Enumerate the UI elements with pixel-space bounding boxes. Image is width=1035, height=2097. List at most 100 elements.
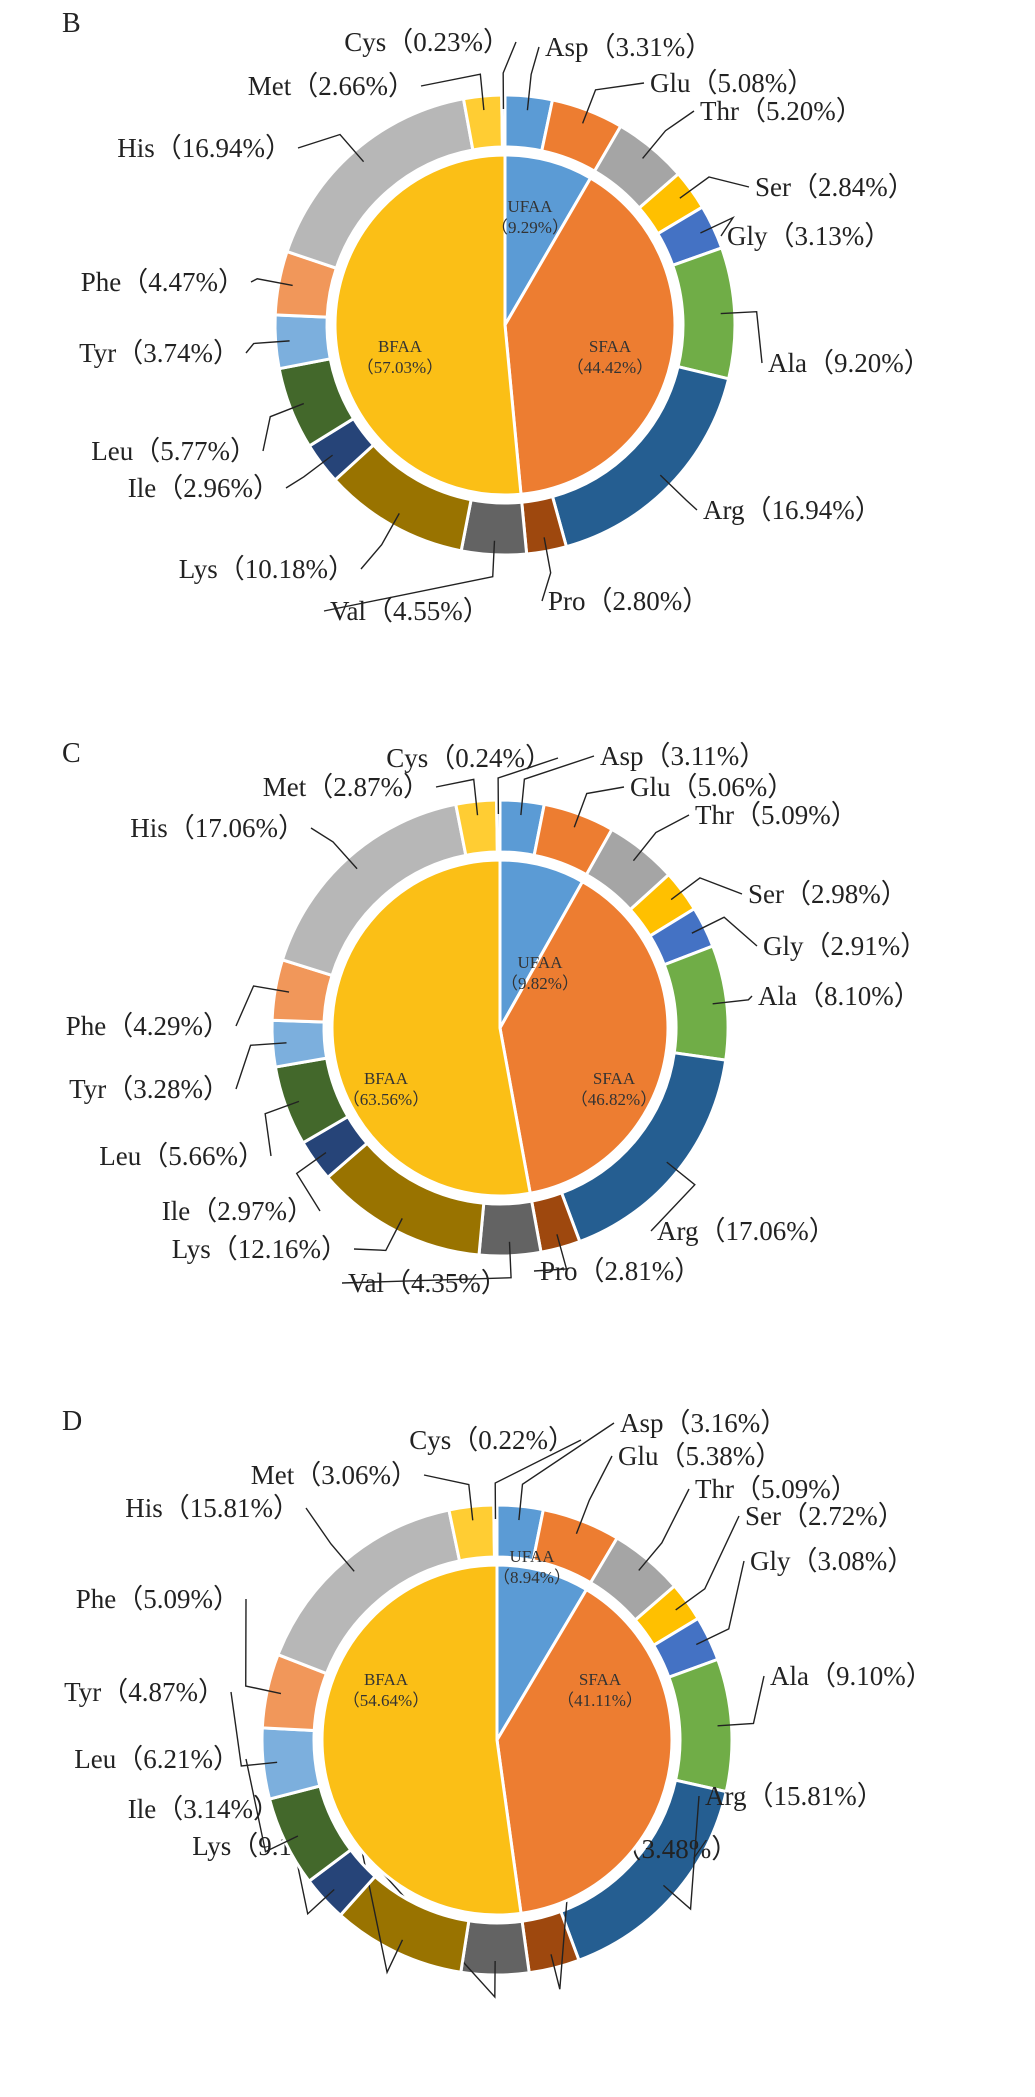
slice-label-phe: Phe（5.09%） bbox=[76, 1584, 240, 1614]
panel-letter: C bbox=[62, 738, 81, 769]
leader-line-thr bbox=[642, 110, 695, 159]
donut-chart-c: C Asp（3.11%）Glu（5.06%）Thr（5.09%） Ser（2.98%… bbox=[62, 738, 927, 1298]
slice-label-ile: Ile（2.97%） bbox=[162, 1196, 314, 1226]
slice-label-glu: Glu（5.08%） bbox=[650, 68, 814, 98]
slice-label-ile: Ile（2.96%） bbox=[128, 473, 280, 503]
panel-letter: B bbox=[62, 8, 81, 39]
leader-line-ala bbox=[712, 995, 753, 1005]
inner-pct-sfaa: （41.11%） bbox=[557, 1691, 643, 1710]
inner-label-bfaa: BFAA bbox=[378, 337, 423, 356]
leader-line-gly bbox=[691, 916, 758, 947]
inner-label-bfaa: BFAA bbox=[364, 1069, 409, 1088]
leader-line-glu bbox=[575, 1455, 613, 1535]
slice-label-met: Met（3.06%） bbox=[251, 1460, 418, 1490]
slice-label-ala: Ala（9.20%） bbox=[768, 348, 931, 378]
slice-label-gly: Gly（2.91%） bbox=[763, 931, 927, 961]
inner-pct-ufaa: （8.94%） bbox=[493, 1568, 571, 1587]
leader-line-asp bbox=[520, 755, 595, 816]
inner-label-sfaa: SFAA bbox=[593, 1069, 636, 1088]
inner-pct-ufaa: （9.82%） bbox=[501, 974, 579, 993]
leader-line-phe bbox=[245, 1598, 282, 1695]
slice-label-ser: Ser（2.84%） bbox=[755, 172, 915, 202]
leader-line-arg bbox=[659, 474, 698, 511]
slice-label-thr: Thr（5.09%） bbox=[695, 800, 858, 830]
slice-label-met: Met（2.87%） bbox=[263, 772, 430, 802]
leader-line-tyr bbox=[230, 1691, 278, 1767]
leader-line-leu bbox=[245, 1758, 299, 1853]
slice-label-gly: Gly（3.13%） bbox=[727, 221, 891, 251]
slice-label-cys: Cys（0.23%） bbox=[344, 27, 510, 57]
inner-label-ufaa: UFAA bbox=[509, 1547, 555, 1566]
slice-label-lys: Lys（10.18%） bbox=[179, 554, 355, 584]
slice-label-his: His（16.94%） bbox=[117, 133, 292, 163]
leader-line-met bbox=[420, 73, 485, 111]
slice-label-val: Val（4.35%） bbox=[348, 1268, 508, 1298]
inner-pct-sfaa: （46.82%） bbox=[571, 1090, 657, 1109]
slice-label-thr: Thr（5.09%） bbox=[695, 1474, 858, 1504]
slice-label-phe: Phe（4.29%） bbox=[66, 1011, 230, 1041]
slice-label-pro: Pro（2.81%） bbox=[540, 1256, 701, 1286]
leader-line-pro bbox=[533, 1234, 568, 1272]
inner-slice-bfaa bbox=[333, 153, 523, 497]
slice-label-glu: Glu（5.38%） bbox=[618, 1441, 782, 1471]
slice-label-tyr: Tyr（4.87%） bbox=[64, 1677, 225, 1707]
leader-line-glu bbox=[581, 82, 645, 124]
inner-pct-bfaa: （63.56%） bbox=[343, 1090, 429, 1109]
leader-line-asp bbox=[518, 1422, 615, 1521]
leader-line-leu bbox=[264, 1100, 300, 1157]
slice-label-leu: Leu（5.77%） bbox=[91, 436, 257, 466]
leader-line-ile bbox=[295, 1151, 327, 1212]
inner-pct-bfaa: （54.64%） bbox=[343, 1691, 429, 1710]
donut-chart-d: D Asp（3.16%）Glu（5.38%）Thr（5.09%）Ser（2.72%… bbox=[62, 1406, 933, 1999]
inner-label-ufaa: UFAA bbox=[517, 953, 563, 972]
leader-line-cys bbox=[494, 1439, 582, 1520]
leader-line-ala bbox=[717, 1675, 765, 1727]
inner-label-ufaa: UFAA bbox=[507, 197, 553, 216]
leader-line-his bbox=[305, 1507, 355, 1572]
leader-line-tyr bbox=[235, 1042, 287, 1090]
leader-line-leu bbox=[262, 402, 305, 452]
leader-line-ser bbox=[675, 1515, 740, 1611]
slice-label-tyr: Tyr（3.74%） bbox=[79, 338, 240, 368]
slice-label-ser: Ser（2.72%） bbox=[745, 1501, 905, 1531]
panel-letter: D bbox=[62, 1406, 82, 1437]
slice-label-pro: Pro（2.80%） bbox=[548, 586, 709, 616]
inner-label-sfaa: SFAA bbox=[579, 1670, 622, 1689]
slice-label-his: His（17.06%） bbox=[130, 813, 305, 843]
slice-label-leu: Leu（5.66%） bbox=[99, 1141, 265, 1171]
leader-line-glu bbox=[573, 786, 625, 828]
leader-line-tyr bbox=[245, 340, 290, 354]
inner-pct-ufaa: （9.29%） bbox=[491, 218, 569, 237]
leader-line-met bbox=[435, 778, 479, 816]
slice-label-ala: Ala（8.10%） bbox=[758, 981, 921, 1011]
slice-label-asp: Asp（3.11%） bbox=[600, 741, 766, 771]
leader-line-met bbox=[423, 1474, 474, 1521]
leader-line-lys bbox=[360, 1845, 404, 1975]
slice-label-cys: Cys（0.24%） bbox=[386, 743, 552, 773]
inner-pct-bfaa: （57.03%） bbox=[357, 358, 443, 377]
slice-label-phe: Phe（4.47%） bbox=[81, 267, 245, 297]
slice-label-ser: Ser（2.98%） bbox=[748, 879, 908, 909]
inner-slice-ufaa bbox=[503, 153, 593, 331]
leader-line-cys bbox=[497, 757, 559, 815]
inner-slice-sfaa bbox=[495, 1587, 674, 1916]
leader-line-thr bbox=[632, 814, 690, 862]
leader-line-pro bbox=[541, 537, 552, 602]
chart-panel-b: B Asp（3.31%） Glu（5.08%） Thr（5.20%） Ser（2.84%… bbox=[0, 0, 1035, 690]
leader-line-thr bbox=[638, 1488, 690, 1571]
slice-label-ala: Ala（9.10%） bbox=[770, 1661, 933, 1691]
leader-line-his bbox=[297, 133, 365, 163]
inner-pct-sfaa: （44.42%） bbox=[567, 358, 653, 377]
leader-line-phe bbox=[250, 278, 293, 287]
slice-label-glu: Glu（5.06%） bbox=[630, 772, 794, 802]
leader-line-phe bbox=[235, 985, 290, 1027]
leader-line-gly bbox=[695, 1560, 745, 1646]
leader-line-lys bbox=[360, 513, 400, 570]
leader-line-arg bbox=[650, 1161, 696, 1232]
leader-line-arg bbox=[662, 1795, 700, 1911]
leader-line-cys bbox=[502, 41, 517, 110]
inner-slice-sfaa bbox=[498, 879, 670, 1196]
leader-line-val bbox=[341, 1241, 512, 1284]
leader-line-his bbox=[310, 827, 358, 870]
inner-label-sfaa: SFAA bbox=[589, 337, 632, 356]
